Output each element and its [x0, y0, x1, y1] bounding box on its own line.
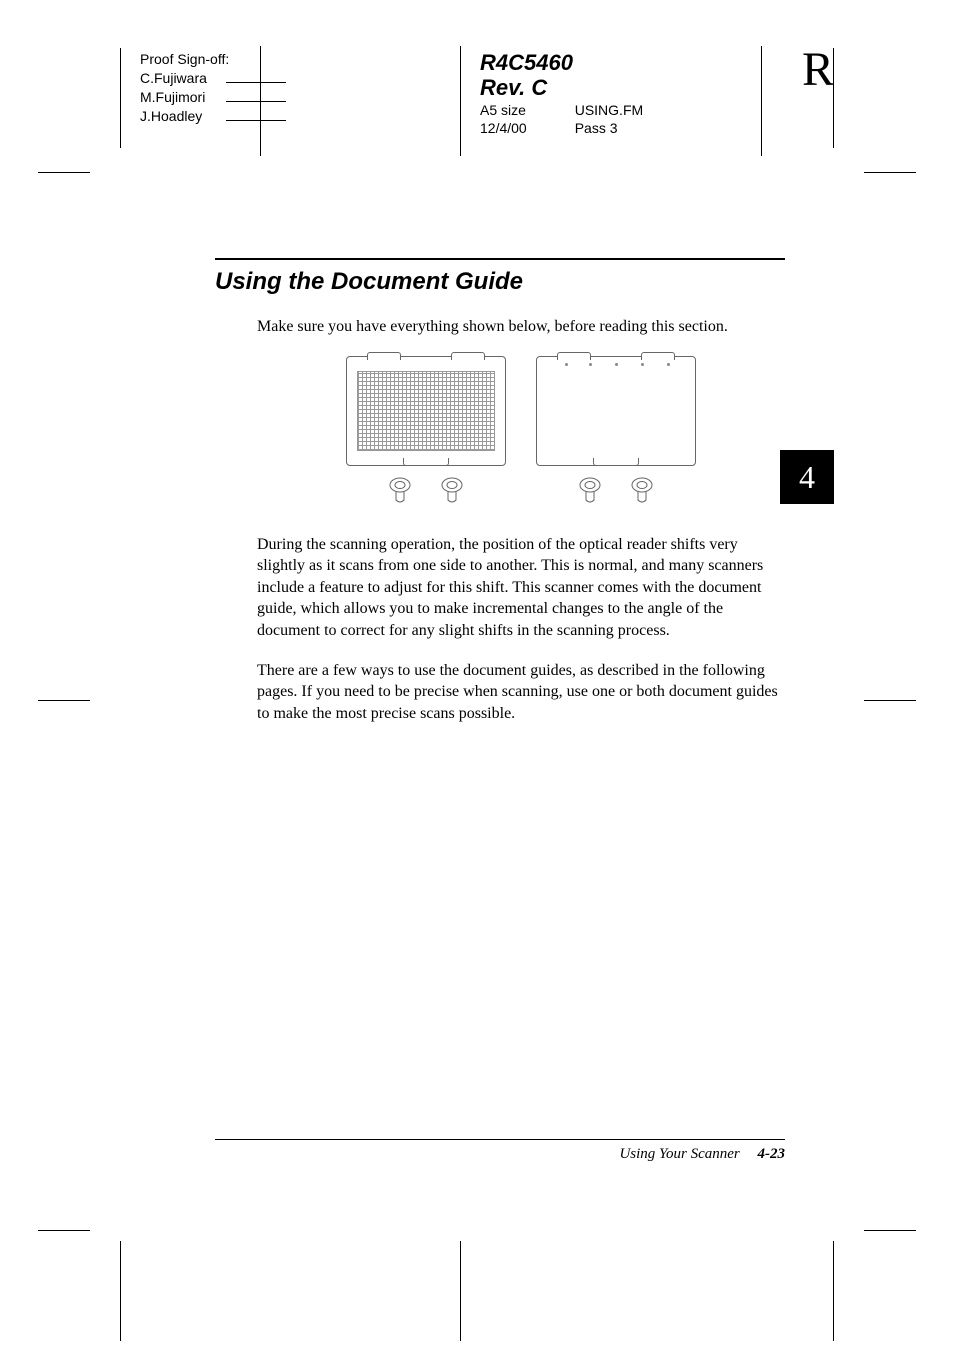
figure-panel-left: [346, 356, 506, 506]
doc-id-block: R4C5460 Rev. C A5 size 12/4/00 USING.FM …: [480, 50, 643, 138]
page-side-letter: R: [802, 42, 834, 97]
plate-hole: [615, 363, 618, 366]
doc-pass: Pass 3: [575, 119, 643, 138]
signoff-blank: [226, 101, 286, 102]
signoff-name: J.Hoadley: [140, 107, 220, 126]
plate-hole: [565, 363, 568, 366]
signoff-name: M.Fujimori: [140, 88, 220, 107]
plate-notch: [641, 352, 675, 360]
crop-mark: [38, 1230, 90, 1231]
paragraph: Make sure you have everything shown belo…: [257, 316, 785, 338]
doc-rev: Rev. C: [480, 75, 643, 100]
footer-page-number: 4-23: [758, 1146, 786, 1162]
figure-panel-right: [536, 356, 696, 506]
doc-code: R4C5460: [480, 50, 643, 75]
signoff-blank: [226, 82, 286, 83]
plate-mesh: [357, 371, 495, 451]
knob-icon: [440, 476, 464, 506]
crop-mark: [38, 700, 90, 701]
crop-mark: [864, 700, 916, 701]
doc-size: A5 size: [480, 101, 527, 120]
plate-bottom-notch: [593, 458, 639, 466]
page-footer: Using Your Scanner 4-23: [215, 1139, 785, 1163]
signoff-blank: [226, 120, 286, 121]
section-title: Using the Document Guide: [215, 268, 785, 296]
document-guide-figure: [257, 356, 785, 506]
knob-icon: [578, 476, 602, 506]
page-header: Proof Sign-off: C.Fujiwara M.Fujimori J.…: [140, 50, 834, 170]
guide-plate: [346, 356, 506, 466]
knob-row: [346, 476, 506, 506]
plate-bottom-notch: [403, 458, 449, 466]
crop-mark: [120, 1241, 121, 1341]
plate-notch: [557, 352, 591, 360]
footer-label: Using Your Scanner: [619, 1146, 739, 1162]
crop-mark: [460, 1241, 461, 1341]
header-separator: [460, 46, 461, 156]
plate-hole: [667, 363, 670, 366]
chapter-number: 4: [799, 459, 815, 496]
content-area: Using the Document Guide Make sure you h…: [215, 258, 785, 742]
header-separator: [761, 46, 762, 156]
plate-hole: [589, 363, 592, 366]
proof-signoff-block: Proof Sign-off: C.Fujiwara M.Fujimori J.…: [140, 50, 286, 126]
signoff-line: J.Hoadley: [140, 107, 286, 126]
crop-mark: [120, 48, 121, 148]
paragraph: There are a few ways to use the document…: [257, 660, 785, 725]
knob-row: [536, 476, 696, 506]
crop-mark: [833, 1241, 834, 1341]
crop-mark: [38, 172, 90, 173]
crop-mark: [864, 1230, 916, 1231]
plate-notch: [367, 352, 401, 360]
section-rule: [215, 258, 785, 260]
guide-plate: [536, 356, 696, 466]
signoff-name: C.Fujiwara: [140, 69, 220, 88]
plate-hole: [641, 363, 644, 366]
plate-notch: [451, 352, 485, 360]
doc-filename: USING.FM: [575, 101, 643, 120]
crop-mark: [864, 172, 916, 173]
doc-date: 12/4/00: [480, 119, 527, 138]
chapter-tab: 4: [780, 450, 834, 504]
signoff-title: Proof Sign-off:: [140, 50, 286, 69]
knob-icon: [388, 476, 412, 506]
signoff-line: C.Fujiwara: [140, 69, 286, 88]
signoff-line: M.Fujimori: [140, 88, 286, 107]
paragraph: During the scanning operation, the posit…: [257, 534, 785, 642]
knob-icon: [630, 476, 654, 506]
